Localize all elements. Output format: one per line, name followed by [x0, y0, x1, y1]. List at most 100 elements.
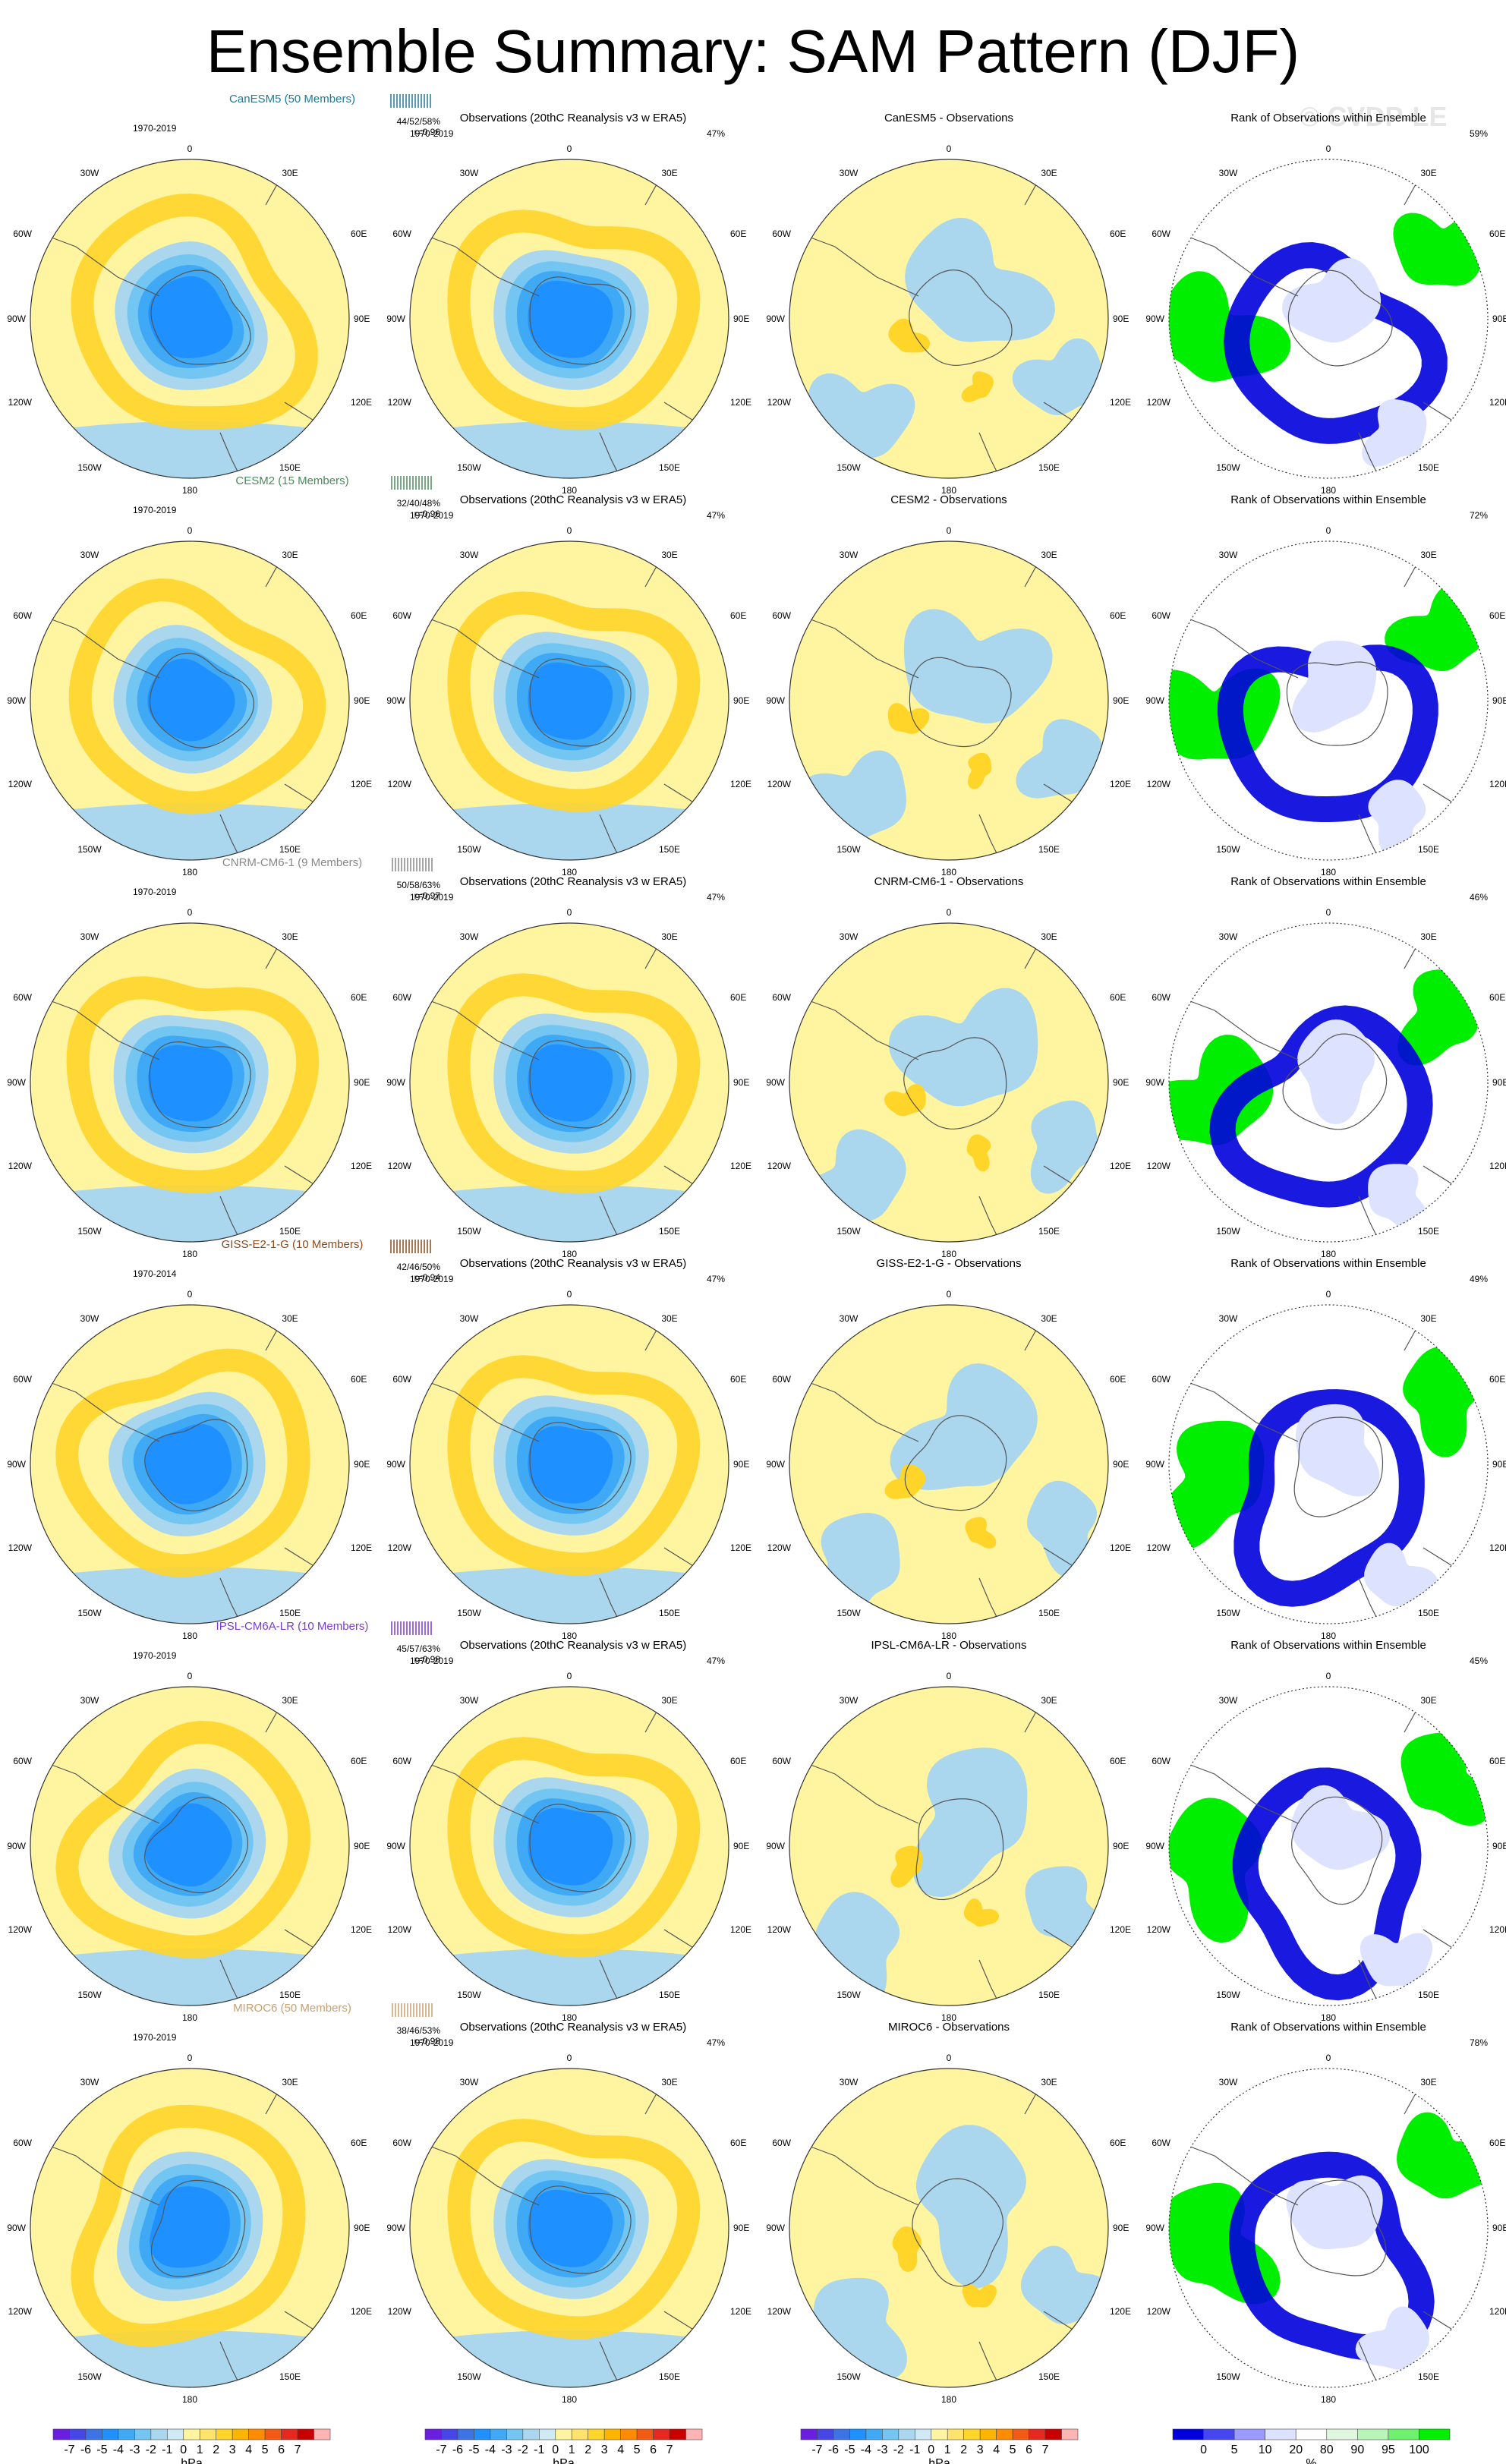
lon-label: 180	[1321, 2394, 1336, 2405]
lon-label: 180	[941, 1249, 956, 1259]
new-zealand-outline	[219, 2341, 240, 2384]
new-zealand-outline	[599, 1196, 619, 1239]
lon-label: 60E	[1110, 2138, 1126, 2148]
rank-percent: 72%	[1470, 510, 1488, 521]
lon-label: 180	[182, 2394, 197, 2405]
antarctica-outline	[909, 657, 1012, 748]
new-zealand-outline	[1358, 1577, 1378, 1621]
lon-label: 120E	[1110, 1161, 1131, 1171]
colorbar-swatch	[313, 2428, 331, 2440]
colorbar-swatch	[1029, 2428, 1046, 2440]
model-stats: 38/46/53%	[397, 2025, 441, 2036]
colorbar-swatch	[931, 2428, 948, 2440]
map-boundary	[409, 1686, 729, 2006]
colorbar-tick-label: 1	[197, 2444, 203, 2456]
lon-label: 60E	[730, 228, 746, 239]
lon-label: 60W	[13, 2138, 32, 2148]
lon-label: 90W	[1145, 1459, 1164, 1470]
new-zealand-outline	[599, 814, 619, 857]
difference-title: IPSL-CM6A-LR - Observations	[871, 1639, 1026, 1652]
rank-panel: Rank of Observations within Ensemble 45% 0…	[1145, 1639, 1506, 2023]
colorbar-tick-label: 5	[262, 2444, 269, 2456]
lon-label: 60E	[1110, 1374, 1126, 1385]
lon-label: 0	[1326, 1671, 1331, 1681]
south-america-outline	[424, 2144, 540, 2206]
colorbar-swatch	[1326, 2428, 1358, 2440]
map-boundary	[409, 1304, 729, 1624]
lon-label: 120E	[1110, 397, 1131, 408]
lon-label: 30W	[840, 1695, 859, 1706]
lon-label: 90E	[1113, 2223, 1129, 2233]
lon-label: 30W	[80, 2077, 99, 2087]
lon-label: 60W	[1152, 2138, 1170, 2148]
colorbar-swatch	[636, 2428, 654, 2440]
antarctica-outline	[912, 2178, 1004, 2287]
lon-label: 120W	[1147, 397, 1171, 408]
new-zealand-outline	[978, 1959, 999, 2002]
colorbar-tick-label: -7	[64, 2444, 74, 2456]
colorbar-swatch	[947, 2428, 965, 2440]
lon-label: 0	[947, 2053, 952, 2063]
lon-label: 180	[941, 2012, 956, 2023]
lon-label: 60E	[1110, 1756, 1126, 1766]
negative-contour	[148, 1045, 233, 1122]
rank-mid-region	[1297, 1019, 1375, 1124]
rank-percent: 49%	[1470, 1274, 1488, 1284]
lon-label: 30E	[1420, 168, 1436, 178]
lon-label: 150W	[1216, 1990, 1240, 2000]
colorbar-tick-label: 1	[944, 2444, 951, 2456]
lon-label: 150E	[659, 1990, 680, 2000]
lon-label: 0	[1326, 525, 1331, 536]
lon-label: 60W	[392, 992, 411, 1003]
colorbar-swatch	[849, 2428, 867, 2440]
lon-label: 0	[187, 1671, 193, 1681]
model-correlation: r=0.96	[414, 509, 441, 519]
lon-label: 120W	[767, 779, 792, 789]
lon-label: 60W	[392, 610, 411, 621]
lon-label: 150W	[1216, 1226, 1240, 1237]
row-5: IPSL-CM6A-LR (10 Members) 45/57/63%r=0.98…	[7, 1620, 1506, 2023]
lon-label: 60W	[392, 1756, 411, 1766]
map-boundary	[789, 2068, 1109, 2388]
colorbar-swatch	[424, 2428, 442, 2440]
colorbar-tick-label: -1	[534, 2444, 544, 2456]
lon-label: 60E	[730, 2138, 746, 2148]
colorbar-swatch	[102, 2428, 119, 2440]
lon-label: 0	[567, 907, 572, 918]
rank-panel: Rank of Observations within Ensemble 46% 0…	[1145, 875, 1506, 1259]
model-period: 1970-2019	[133, 1650, 177, 1661]
lon-label: 180	[562, 1249, 577, 1259]
colorbar-tick-label: -6	[452, 2444, 463, 2456]
positive-region	[961, 371, 994, 402]
lon-label: 180	[1321, 1631, 1336, 1641]
lon-label: 90W	[7, 314, 26, 324]
observations-title: Observations (20thC Reanalysis v3 w ERA5…	[460, 112, 686, 124]
colorbar-tick-label: 0	[1200, 2444, 1207, 2456]
colorbar-swatch	[1295, 2428, 1328, 2440]
rank-high-region	[1169, 1798, 1263, 1943]
lon-label: 30E	[282, 931, 298, 942]
positive-region	[887, 703, 930, 734]
model-title: GISS-E2-1-G (10 Members)	[222, 1238, 364, 1251]
rank-low-band	[1233, 1389, 1425, 1607]
rank-title: Rank of Observations within Ensemble	[1230, 2021, 1426, 2034]
colorbar-swatch	[264, 2428, 282, 2440]
lon-label: 90W	[386, 695, 405, 706]
lon-label: 60W	[1152, 1374, 1170, 1385]
lon-label: 150E	[659, 1608, 680, 1618]
lon-label: 180	[941, 1631, 956, 1641]
colorbar-swatch	[882, 2428, 900, 2440]
colorbar-swatch	[588, 2428, 605, 2440]
lon-label: 150E	[1418, 1226, 1439, 1237]
colorbar-tick-label: 4	[617, 2444, 624, 2456]
south-america-outline	[45, 1762, 160, 1824]
page-title: Ensemble Summary: SAM Pattern (DJF)	[206, 17, 1300, 85]
model-correlation: r=0.97	[414, 890, 441, 901]
lon-label: 30E	[661, 168, 677, 178]
lon-label: 60W	[772, 2138, 791, 2148]
colorbar-tick-label: 20	[1289, 2444, 1303, 2456]
negative-contour	[150, 2186, 230, 2268]
lon-label: 90E	[1113, 1459, 1129, 1470]
observations-period: 1970-2019	[410, 892, 454, 903]
colorbar-tick-label: -4	[861, 2444, 871, 2456]
